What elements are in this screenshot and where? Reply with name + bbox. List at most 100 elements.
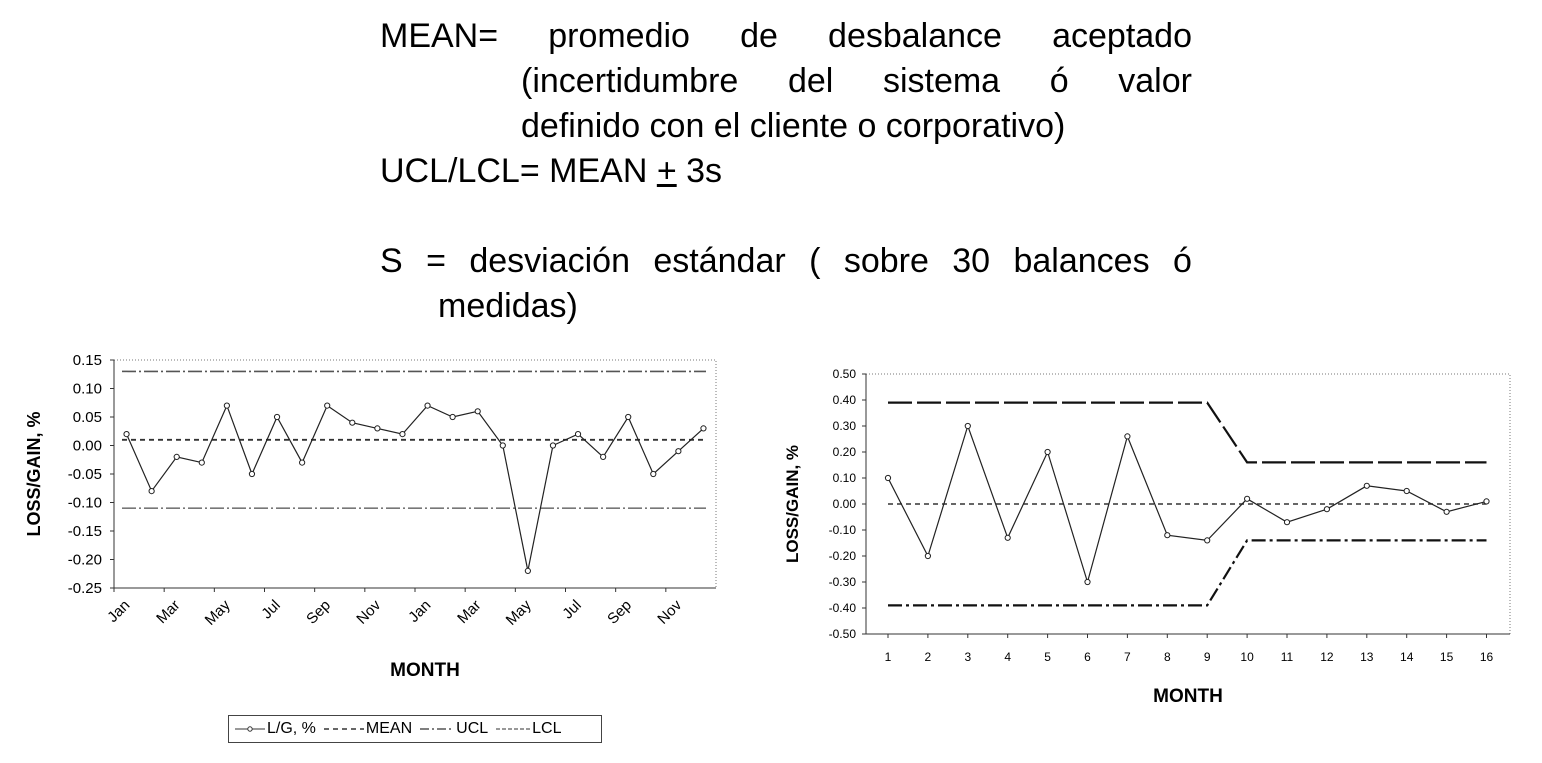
data-point (675, 448, 682, 455)
y-tick-label: -0.40 (829, 601, 857, 615)
plus-minus-sign: + (656, 152, 677, 190)
legend-item-lg: L/G, % (235, 720, 316, 738)
ucl-lcl-definition: UCL/LCL= MEAN + 3s (380, 149, 1192, 194)
y-tick-label: 0.30 (833, 419, 857, 433)
mean-definition-line1: MEAN= promedio de desbalance aceptado (380, 14, 1192, 59)
x-tick-label: Jul (559, 597, 585, 623)
data-point (1204, 537, 1211, 544)
data-point (1283, 519, 1291, 526)
legend-item-mean: MEAN (323, 720, 413, 738)
x-tick-label: Sep (303, 597, 334, 628)
data-point (700, 425, 707, 432)
x-tick-label: 6 (1084, 650, 1091, 664)
x-tick-label: 9 (1204, 650, 1211, 664)
data-point (474, 408, 481, 415)
s-word: ( (809, 242, 821, 280)
data-point (324, 402, 331, 409)
data-point (1323, 506, 1331, 513)
legend-item-lcl: LCL (496, 720, 562, 738)
data-point (1084, 578, 1091, 586)
control-chart-monthly: 0.15 0.10 0.05 0.00 -0.05 -0.10 -0.15 -0.20 -0.2… (24, 352, 717, 681)
s-definition-line1: S = desviación estándar ( sobre 30 balan… (380, 239, 1192, 284)
mean-word: valor (1118, 62, 1192, 100)
data-point (1164, 532, 1171, 539)
data-point (273, 413, 281, 421)
y-tick-label: 0.05 (73, 409, 102, 426)
y-tick-label: 0.00 (833, 497, 857, 511)
x-tick-label: Jul (258, 597, 284, 623)
x-tick-label: 11 (1281, 650, 1294, 664)
data-point (1483, 498, 1490, 505)
y-tick-label: 0.40 (833, 393, 857, 407)
mean-definition-line3: definido con el cliente o corporativo) (521, 107, 1066, 145)
legend-mean-label: MEAN (365, 720, 413, 737)
data-point (964, 422, 971, 430)
data-point (349, 419, 356, 426)
ucl-suffix: 3s (676, 152, 723, 190)
legend-lcl-swatch (496, 728, 531, 730)
x-tick-label: Sep (604, 597, 635, 628)
x-tick-label: 8 (1164, 650, 1171, 664)
y-tick-label: 0.10 (833, 471, 857, 485)
y-tick-label: 0.00 (73, 438, 102, 455)
y-tick-label: -0.10 (68, 495, 102, 512)
data-point (1244, 495, 1251, 502)
legend-mean-swatch (323, 728, 364, 730)
y-tick-label: -0.30 (829, 575, 857, 589)
x-tick-label: Mar (454, 597, 484, 627)
legend-lg-label: L/G, % (267, 720, 316, 737)
x-tick-label: Jan (405, 597, 434, 626)
data-point (1363, 482, 1370, 489)
x-tick-label: Nov (353, 596, 384, 627)
s-word: ó (1172, 242, 1192, 280)
mean-word: promedio (548, 17, 690, 55)
data-point (374, 425, 381, 432)
mean-word: del (787, 62, 834, 100)
definitions-text: MEAN= promedio de desbalance aceptado (i… (380, 14, 1192, 329)
data-point (884, 474, 892, 482)
legend-ucl-swatch (420, 728, 455, 730)
y-tick-label: -0.25 (68, 580, 102, 597)
legend-lcl-label: LCL (532, 720, 562, 737)
data-point (399, 431, 406, 438)
y-tick-label: -0.05 (68, 466, 102, 483)
mean-label: MEAN= (380, 17, 499, 55)
x-tick-label: 4 (1004, 650, 1011, 664)
data-point (248, 470, 256, 478)
data-point (299, 459, 306, 466)
data-point (223, 402, 230, 409)
x-axis-title: MONTH (390, 660, 460, 681)
mean-word: de (740, 17, 778, 55)
ucl-line (888, 401, 1487, 464)
data-point (499, 442, 506, 449)
data-point (198, 459, 205, 466)
legend-item-ucl: UCL (420, 720, 488, 738)
x-axis-title: MONTH (1153, 686, 1223, 707)
lcl-line (888, 539, 1487, 607)
data-point (173, 453, 180, 461)
y-tick-label: 0.50 (833, 367, 857, 381)
y-tick-label: 0.10 (73, 381, 102, 398)
legend-lg-swatch (235, 726, 265, 732)
s-definition-line2: medidas) (438, 287, 578, 325)
x-tick-label: 16 (1480, 650, 1494, 664)
data-point (524, 567, 531, 574)
data-point (148, 488, 155, 495)
data-point (1124, 433, 1131, 440)
y-tick-label: -0.15 (68, 523, 102, 540)
mean-definition-line2: (incertidumbre del sistema ó valor (380, 59, 1192, 104)
data-point (549, 442, 557, 449)
y-tick-label: -0.10 (829, 523, 857, 537)
x-tick-label: Jan (104, 597, 133, 626)
s-word: estándar (653, 242, 786, 280)
chart-legend: L/G, % MEAN UCL LCL (228, 715, 602, 743)
s-word: desviación (469, 242, 630, 280)
data-point (123, 431, 130, 438)
y-axis-title: LOSS/GAIN, % (783, 445, 802, 563)
data-point (424, 402, 431, 409)
x-tick-label: May (503, 596, 535, 628)
x-tick-label: Mar (153, 597, 183, 627)
data-point (600, 453, 607, 461)
s-word: balances (1013, 242, 1150, 280)
x-tick-label: 2 (925, 650, 932, 664)
